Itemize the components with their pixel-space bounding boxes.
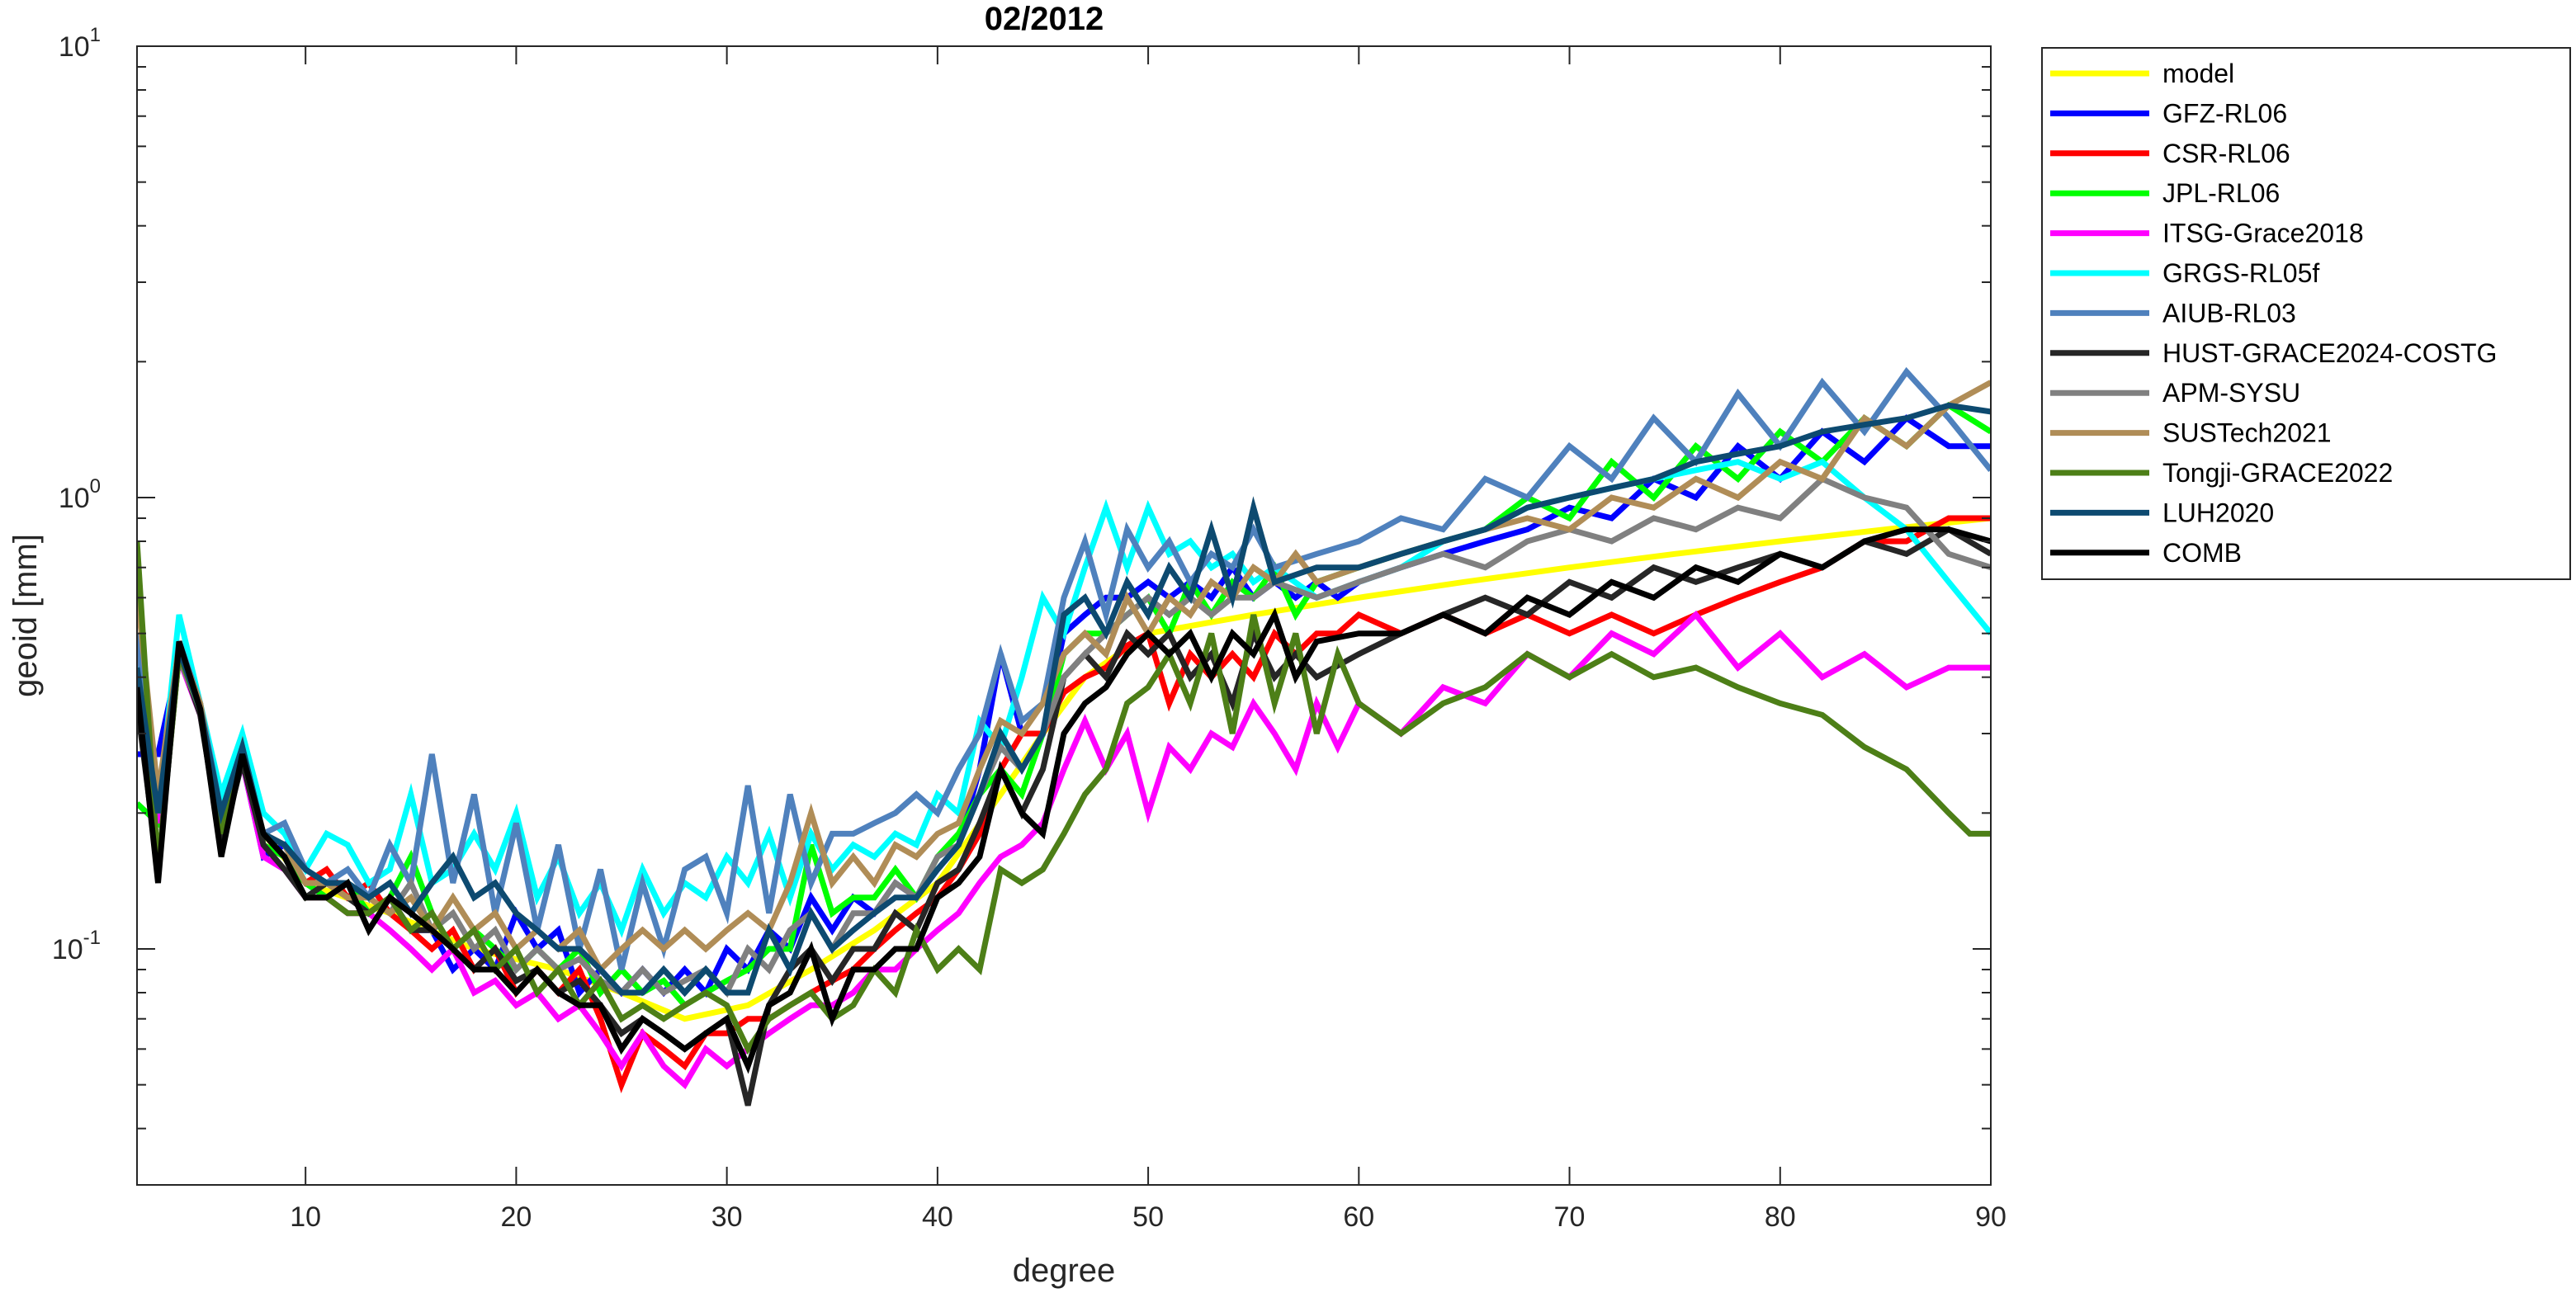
- plot-frame: [136, 45, 1992, 1186]
- series-line-10: [137, 540, 1991, 1055]
- tick-layer: 10 20 30 40 50 60 70 80 90 10-1 100 101: [52, 24, 2006, 1233]
- x-tick-label: 10: [290, 1201, 321, 1233]
- legend-label-8: APM-SYSU: [2162, 378, 2300, 408]
- legend-label-3: JPL-RL06: [2162, 178, 2280, 208]
- legend-label-6: AIUB-RL03: [2162, 298, 2296, 328]
- legend: model GFZ-RL06 CSR-RL06 JPL-RL06 ITSG-Grace2…: [2041, 47, 2571, 580]
- chart-title: 02/2012: [985, 1, 1104, 37]
- legend-label-0: model: [2162, 59, 2234, 88]
- legend-label-4: ITSG-Grace2018: [2162, 219, 2364, 248]
- series-line-11: [137, 402, 1991, 998]
- series-layer: [137, 366, 1991, 1107]
- legend-label-7: HUST-GRACE2024-COSTG: [2162, 338, 2497, 368]
- legend-label-5: GRGS-RL05f: [2162, 258, 2319, 288]
- legend-label-9: SUSTech2021: [2162, 418, 2332, 448]
- legend-label-11: LUH2020: [2162, 498, 2274, 527]
- legend-label-10: Tongji-GRACE2022: [2162, 458, 2393, 488]
- legend-label-1: GFZ-RL06: [2162, 98, 2287, 128]
- y-tick-label: 101: [59, 24, 101, 63]
- x-tick-label: 70: [1554, 1201, 1586, 1233]
- series-line-12: [137, 526, 1991, 1074]
- x-tick-label: 90: [1975, 1201, 2006, 1233]
- y-tick-label: 100: [59, 475, 101, 514]
- x-tick-label: 50: [1132, 1201, 1164, 1233]
- series-line-6: [137, 366, 1991, 970]
- x-tick-label: 40: [922, 1201, 953, 1233]
- legend-label-2: CSR-RL06: [2162, 139, 2290, 168]
- legend-label-12: COMB: [2162, 538, 2242, 568]
- x-tick-label: 80: [1765, 1201, 1796, 1233]
- y-axis-label: geoid [mm]: [7, 534, 44, 697]
- x-tick-label: 20: [500, 1201, 532, 1233]
- x-tick-label: 30: [711, 1201, 743, 1233]
- x-axis-label: degree: [1013, 1253, 1116, 1289]
- x-tick-label: 60: [1343, 1201, 1374, 1233]
- y-tick-label: 10-1: [52, 927, 101, 965]
